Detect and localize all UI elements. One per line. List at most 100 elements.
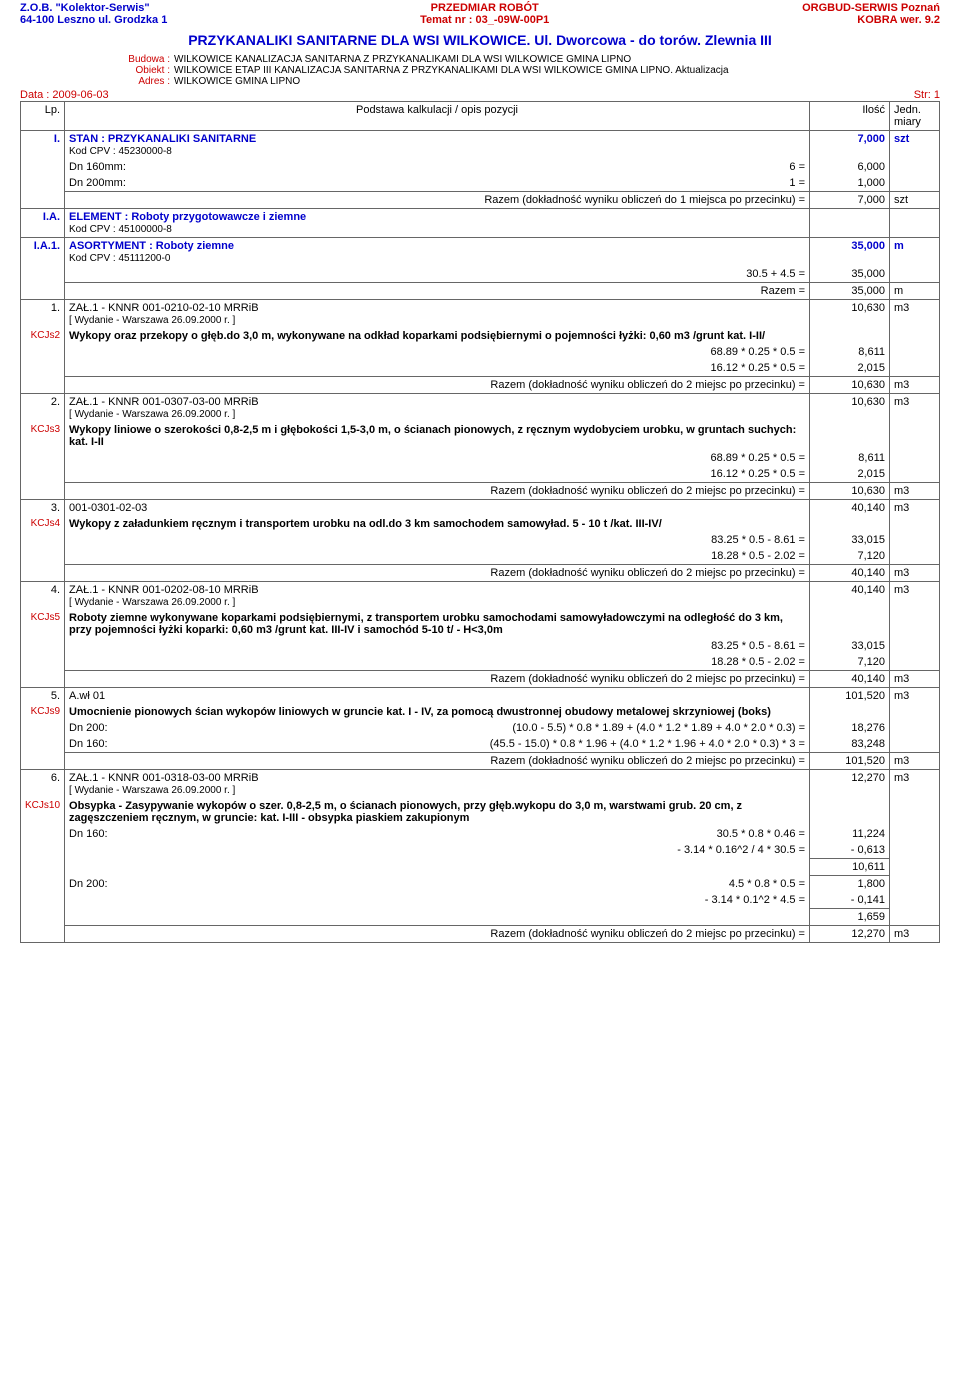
th-unit: Jedn. miary xyxy=(890,102,940,131)
calc-expr: 30.5 + 4.5 = xyxy=(65,266,810,283)
calc-row: 18.28 * 0.5 - 2.02 =7,120 xyxy=(21,548,940,565)
description: Umocnienie pionowych ścian wykopów linio… xyxy=(65,704,810,720)
calc-label: Dn 200mm: xyxy=(69,177,126,189)
section-row: I.A. ELEMENT : Roboty przygotowawcze i z… xyxy=(21,209,940,238)
header-top: Z.O.B. "Kolektor-Serwis" 64-100 Leszno u… xyxy=(0,0,960,28)
calc-row: 16.12 * 0.25 * 0.5 =2,015 xyxy=(21,466,940,483)
cpv: Kod CPV : 45100000-8 xyxy=(69,224,172,235)
calc-expr: 6 = xyxy=(789,161,805,173)
calc-row: 30.5 + 4.5 = 35,000 xyxy=(21,266,940,283)
calc-row: 16.12 * 0.25 * 0.5 =2,015 xyxy=(21,360,940,377)
section-title: ASORTYMENT : Roboty ziemne xyxy=(69,240,234,252)
subtotal: 10,611 xyxy=(810,859,890,876)
calc-expr: 68.89 * 0.25 * 0.5 = xyxy=(65,450,810,466)
calc-expr: 68.89 * 0.25 * 0.5 = xyxy=(65,344,810,360)
budowa-value: WILKOWICE KANALIZACJA SANITARNA Z PRZYKA… xyxy=(174,54,631,65)
calc-expr: (10.0 - 5.5) * 0.8 * 1.89 + (4.0 * 1.2 *… xyxy=(512,722,805,734)
calc-expr: 1 = xyxy=(789,177,805,189)
sum-row: Razem (dokładność wyniku obliczeń do 2 m… xyxy=(21,926,940,943)
kcjs-code: KCJs2 xyxy=(21,328,65,344)
calc-expr: 18.28 * 0.5 - 2.02 = xyxy=(65,654,810,671)
date-value: Data : 2009-06-03 xyxy=(20,89,109,101)
calc-expr: 4.5 * 0.8 * 0.5 = xyxy=(729,878,805,890)
lp: I.A.1. xyxy=(21,238,65,267)
company-name: Z.O.B. "Kolektor-Serwis" xyxy=(20,2,167,14)
sum-row: Razem (dokładność wyniku obliczeń do 2 m… xyxy=(21,483,940,500)
qty: 40,140 xyxy=(810,582,890,611)
position-row: 6. ZAŁ.1 - KNNR 001-0318-03-00 MRRiB[ Wy… xyxy=(21,770,940,799)
software-version: KOBRA wer. 9.2 xyxy=(802,14,940,26)
sum-label: Razem (dokładność wyniku obliczeń do 2 m… xyxy=(65,377,810,394)
calc-expr: 83.25 * 0.5 - 8.61 = xyxy=(65,532,810,548)
calc-row: 68.89 * 0.25 * 0.5 =8,611 xyxy=(21,450,940,466)
calc-label: Dn 200: xyxy=(69,878,108,890)
sum-qty: 40,140 xyxy=(810,565,890,582)
adres-label: Adres : xyxy=(120,76,170,87)
ref: ZAŁ.1 - KNNR 001-0210-02-10 MRRiB xyxy=(69,302,259,314)
calc-qty: 2,015 xyxy=(810,466,890,483)
lp: 3. xyxy=(21,500,65,517)
description: Wykopy oraz przekopy o głęb.do 3,0 m, wy… xyxy=(65,328,810,344)
ref: ZAŁ.1 - KNNR 001-0307-03-00 MRRiB xyxy=(69,396,259,408)
calc-row: Dn 200: (10.0 - 5.5) * 0.8 * 1.89 + (4.0 … xyxy=(21,720,940,736)
calc-expr: - 3.14 * 0.16^2 / 4 * 30.5 = xyxy=(65,842,810,859)
sum-label: Razem (dokładność wyniku obliczeń do 2 m… xyxy=(65,926,810,943)
calc-row: - 3.14 * 0.1^2 * 4.5 =- 0,141 xyxy=(21,892,940,909)
software-vendor: ORGBUD-SERWIS Poznań xyxy=(802,2,940,14)
calc-row: Dn 160:(45.5 - 15.0) * 0.8 * 1.96 + (4.0… xyxy=(21,736,940,753)
description: Roboty ziemne wykonywane koparkami podsi… xyxy=(65,610,810,638)
description: Obsypka - Zasypywanie wykopów o szer. 0,… xyxy=(65,798,810,826)
calc-qty: 1,000 xyxy=(810,175,890,192)
sum-qty: 40,140 xyxy=(810,671,890,688)
lp: I. xyxy=(21,131,65,160)
section-title: ELEMENT : Roboty przygotowawcze i ziemne xyxy=(69,211,306,223)
sum-unit: m3 xyxy=(890,377,940,394)
calc-expr: 83.25 * 0.5 - 8.61 = xyxy=(65,638,810,654)
desc-row: KCJs3 Wykopy liniowe o szerokości 0,8-2,… xyxy=(21,422,940,450)
edition: [ Wydanie - Warszawa 26.09.2000 r. ] xyxy=(69,409,235,420)
sum-row: Razem (dokładność wyniku obliczeń do 1 m… xyxy=(21,192,940,209)
qty: 7,000 xyxy=(810,131,890,160)
edition: [ Wydanie - Warszawa 26.09.2000 r. ] xyxy=(69,597,235,608)
sum-unit: m3 xyxy=(890,483,940,500)
kcjs-code: KCJs3 xyxy=(21,422,65,450)
calc-row: 83.25 * 0.5 - 8.61 =33,015 xyxy=(21,638,940,654)
calc-qty: 35,000 xyxy=(810,266,890,283)
qty: 10,630 xyxy=(810,394,890,423)
calc-label: Dn 200: xyxy=(69,722,108,734)
kcjs-code: KCJs5 xyxy=(21,610,65,638)
unit: m xyxy=(890,238,940,267)
desc-row: KCJs4 Wykopy z załadunkiem ręcznym i tra… xyxy=(21,516,940,532)
sum-unit: m3 xyxy=(890,753,940,770)
date-row: Data : 2009-06-03 Str: 1 xyxy=(0,89,960,101)
th-lp: Lp. xyxy=(21,102,65,131)
edition: [ Wydanie - Warszawa 26.09.2000 r. ] xyxy=(69,785,235,796)
calc-expr: 16.12 * 0.25 * 0.5 = xyxy=(65,360,810,377)
calc-qty: 11,224 xyxy=(810,826,890,842)
calc-label: Dn 160: xyxy=(69,828,108,840)
th-qty: Ilość xyxy=(810,102,890,131)
unit: m3 xyxy=(890,300,940,329)
sum-row: Razem = 35,000 m xyxy=(21,283,940,300)
sum-qty: 10,630 xyxy=(810,377,890,394)
sum-qty: 35,000 xyxy=(810,283,890,300)
subtotal-row: 1,659 xyxy=(21,909,940,926)
section-row: I.A.1. ASORTYMENT : Roboty ziemneKod CPV… xyxy=(21,238,940,267)
calc-expr: 16.12 * 0.25 * 0.5 = xyxy=(65,466,810,483)
sum-label: Razem (dokładność wyniku obliczeń do 2 m… xyxy=(65,483,810,500)
subtotal-row: 10,611 xyxy=(21,859,940,876)
company-address: 64-100 Leszno ul. Grodzka 1 xyxy=(20,14,167,26)
unit: m3 xyxy=(890,582,940,611)
meta-rows: Budowa :WILKOWICE KANALIZACJA SANITARNA … xyxy=(0,52,960,89)
calc-row: 18.28 * 0.5 - 2.02 =7,120 xyxy=(21,654,940,671)
section-row: I. STAN : PRZYKANALIKI SANITARNEKod CPV … xyxy=(21,131,940,160)
calc-qty: 6,000 xyxy=(810,159,890,175)
desc-row: KCJs10 Obsypka - Zasypywanie wykopów o s… xyxy=(21,798,940,826)
edition: [ Wydanie - Warszawa 26.09.2000 r. ] xyxy=(69,315,235,326)
obiekt-value: WILKOWICE ETAP III KANALIZACJA SANITARNA… xyxy=(174,65,729,76)
position-row: 1. ZAŁ.1 - KNNR 001-0210-02-10 MRRiB[ Wy… xyxy=(21,300,940,329)
unit: m3 xyxy=(890,688,940,705)
calc-row: - 3.14 * 0.16^2 / 4 * 30.5 =- 0,613 xyxy=(21,842,940,859)
sum-label: Razem (dokładność wyniku obliczeń do 2 m… xyxy=(65,753,810,770)
calc-row: 83.25 * 0.5 - 8.61 =33,015 xyxy=(21,532,940,548)
